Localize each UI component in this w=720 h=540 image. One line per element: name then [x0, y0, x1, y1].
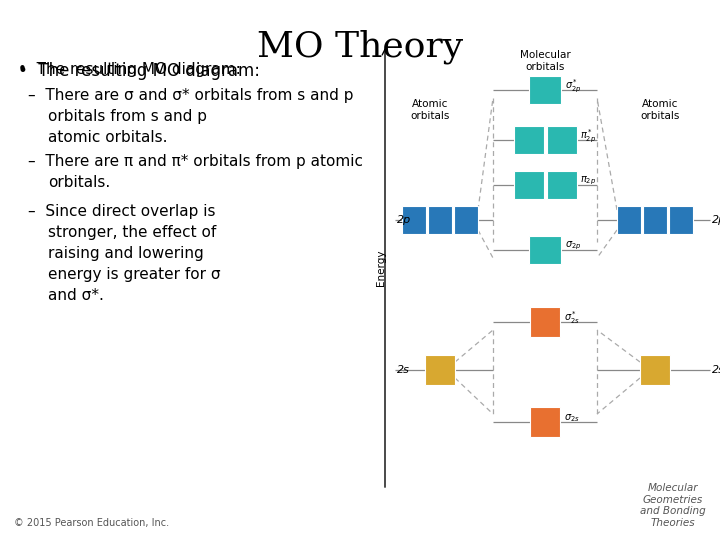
Bar: [513, 126, 544, 154]
Text: Molecular
orbitals: Molecular orbitals: [520, 50, 570, 72]
Bar: [402, 206, 426, 234]
Bar: [530, 307, 560, 337]
Text: 2s: 2s: [397, 365, 410, 375]
Bar: [529, 76, 561, 104]
Text: $\sigma_{2p}$: $\sigma_{2p}$: [565, 240, 582, 252]
Text: © 2015 Pearson Education, Inc.: © 2015 Pearson Education, Inc.: [14, 518, 169, 528]
Text: 2s: 2s: [712, 365, 720, 375]
Text: MO Theory: MO Theory: [257, 30, 463, 64]
Bar: [546, 171, 577, 199]
Bar: [617, 206, 641, 234]
Bar: [513, 171, 544, 199]
Text: $\pi^*_{2p}$: $\pi^*_{2p}$: [580, 127, 597, 145]
Bar: [454, 206, 478, 234]
Bar: [640, 355, 670, 385]
Text: Atomic
orbitals: Atomic orbitals: [640, 99, 680, 121]
Text: –  There are σ and σ* orbitals from s and p: – There are σ and σ* orbitals from s and…: [28, 88, 354, 103]
Text: Energy: Energy: [376, 249, 386, 286]
Text: atomic orbitals.: atomic orbitals.: [48, 130, 168, 145]
Bar: [643, 206, 667, 234]
Text: $\sigma_{2s}$: $\sigma_{2s}$: [564, 412, 580, 424]
Text: Molecular
Geometries
and Bonding
Theories: Molecular Geometries and Bonding Theorie…: [640, 483, 706, 528]
Text: orbitals.: orbitals.: [48, 175, 110, 190]
Text: raising and lowering: raising and lowering: [48, 246, 204, 261]
Text: stronger, the effect of: stronger, the effect of: [48, 225, 216, 240]
Text: energy is greater for σ: energy is greater for σ: [48, 267, 220, 282]
Text: $\pi_{2p}$: $\pi_{2p}$: [580, 175, 597, 187]
Text: –  Since direct overlap is: – Since direct overlap is: [28, 204, 215, 219]
Text: •  The resulting MO diagram:: • The resulting MO diagram:: [18, 62, 240, 77]
Text: 2p: 2p: [712, 215, 720, 225]
Bar: [669, 206, 693, 234]
Bar: [529, 236, 561, 264]
Text: Atomic
orbitals: Atomic orbitals: [410, 99, 450, 121]
Text: •  The resulting MO diagram:: • The resulting MO diagram:: [18, 62, 260, 80]
Bar: [546, 126, 577, 154]
Text: orbitals from s and p: orbitals from s and p: [48, 109, 207, 124]
Text: –  There are π and π* orbitals from p atomic: – There are π and π* orbitals from p ato…: [28, 154, 363, 169]
Text: $\sigma^*_{2p}$: $\sigma^*_{2p}$: [565, 77, 582, 94]
Text: and σ*.: and σ*.: [48, 288, 104, 303]
Bar: [530, 407, 560, 437]
Bar: [428, 206, 452, 234]
Text: $\sigma^*_{2s}$: $\sigma^*_{2s}$: [564, 309, 580, 326]
Text: 2p: 2p: [397, 215, 411, 225]
Bar: [425, 355, 455, 385]
